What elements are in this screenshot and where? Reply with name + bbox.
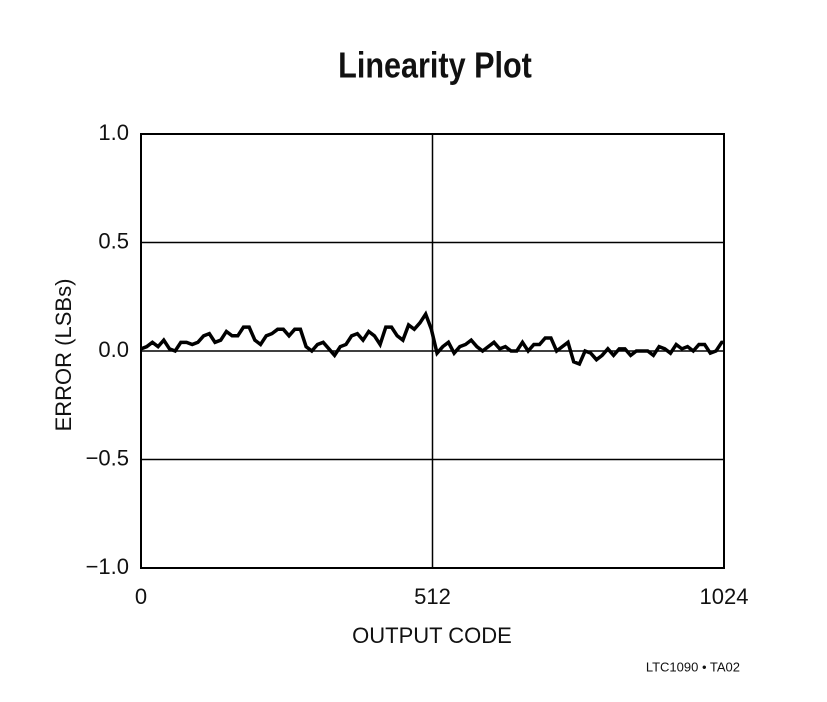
x-tick-label: 0	[135, 584, 147, 609]
data-line	[140, 310, 724, 367]
y-tick-label: 1.0	[98, 120, 129, 145]
y-tick-label: −1.0	[86, 554, 129, 579]
chart-title: Linearity Plot	[338, 46, 532, 86]
x-tick-label: 1024	[700, 584, 749, 609]
y-tick-label: 0.5	[98, 228, 129, 253]
y-tick-label: 0.0	[98, 337, 129, 362]
x-tick-label: 512	[414, 584, 451, 609]
annotation: LTC1090 • TA02	[646, 659, 740, 674]
y-tick-label: −0.5	[86, 445, 129, 470]
y-axis-label: ERROR (LSBs)	[51, 279, 76, 432]
x-axis-label: OUTPUT CODE	[352, 623, 512, 648]
plot-frame	[140, 133, 725, 569]
